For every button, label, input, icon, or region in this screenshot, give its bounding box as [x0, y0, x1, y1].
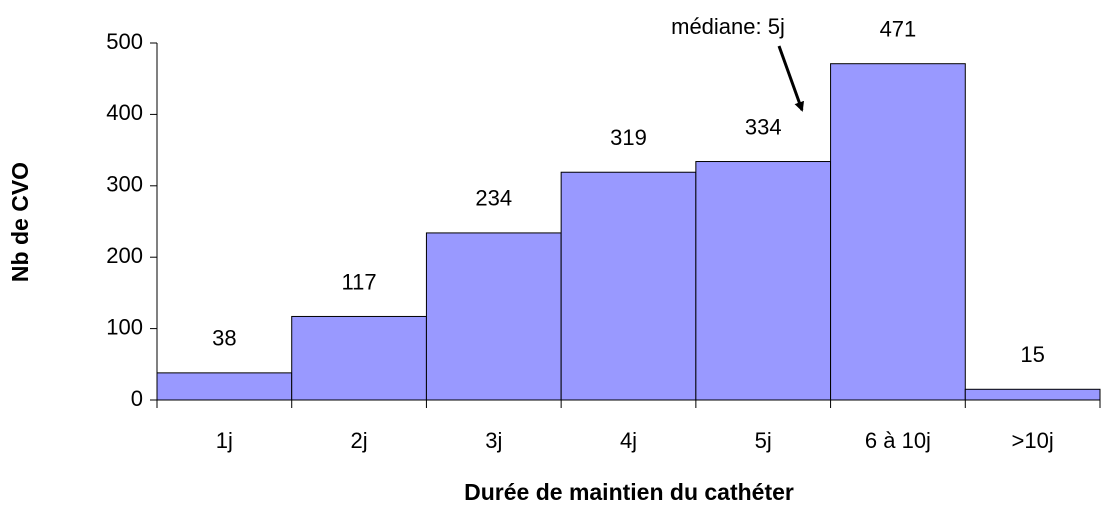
x-tick-label: 2j: [351, 428, 368, 453]
bar: [830, 63, 966, 401]
bar: [964, 388, 1101, 401]
bar: [156, 372, 293, 401]
x-tick-label: 4j: [620, 428, 637, 453]
data-label: 117: [342, 269, 377, 294]
data-label: 38: [212, 326, 236, 351]
data-label: 319: [610, 125, 647, 150]
y-tick-label: 400: [106, 100, 143, 125]
data-label: 471: [880, 17, 917, 42]
annotation: médiane: 5j: [671, 14, 785, 39]
x-axis-title: Durée de maintien du cathéter: [464, 479, 794, 505]
x-tick-label: 5j: [755, 428, 772, 453]
y-tick-label: 100: [106, 314, 143, 339]
bar: [560, 171, 697, 401]
y-tick-label: 200: [106, 243, 143, 268]
x-tick-label: 1j: [216, 428, 233, 453]
bar: [695, 161, 832, 401]
y-tick-label: 300: [106, 172, 143, 197]
bar: [425, 232, 562, 401]
x-tick-label: >10j: [1012, 428, 1054, 453]
bar: [291, 315, 427, 401]
data-label: 334: [745, 114, 782, 139]
y-tick-label: 500: [106, 29, 143, 54]
x-tick-label: 3j: [485, 428, 502, 453]
y-tick-label: 0: [131, 386, 143, 411]
data-label: 15: [1020, 342, 1044, 367]
data-label: 234: [475, 186, 512, 211]
x-tick-label: 6 à 10j: [865, 428, 931, 453]
annotation-arrow: [777, 45, 804, 112]
y-axis-title: Nb de CVO: [7, 162, 33, 282]
